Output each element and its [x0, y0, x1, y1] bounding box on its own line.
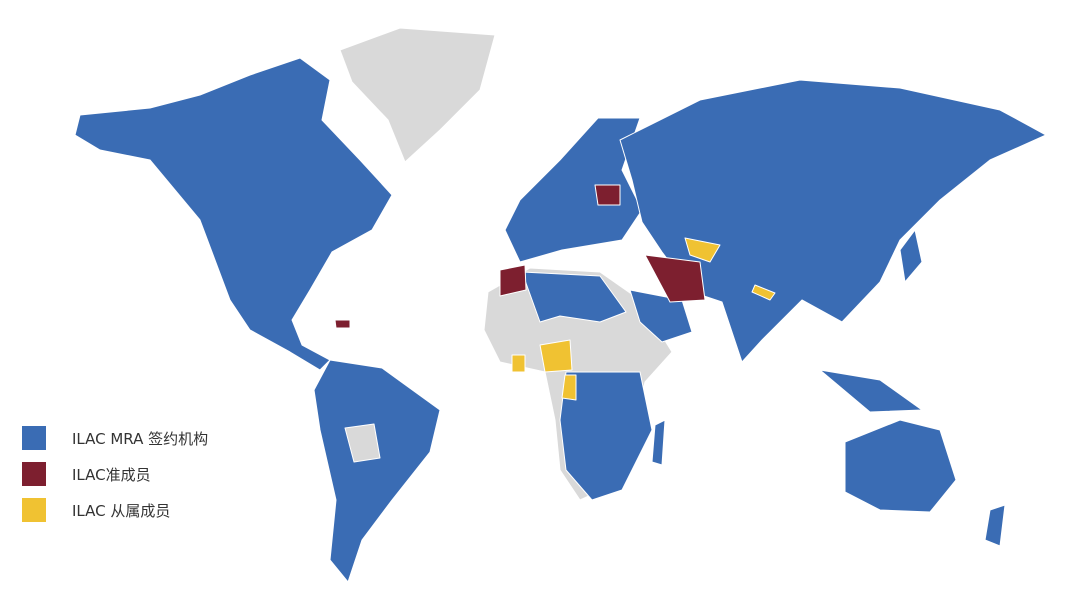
- region-madagascar: [651, 419, 666, 466]
- legend-label: ILAC MRA 签约机构: [72, 429, 209, 448]
- region-nepal: [751, 284, 776, 301]
- region-caribbean: [334, 319, 351, 329]
- region-nigeria: [539, 339, 573, 373]
- region-australia: [844, 419, 957, 513]
- legend-label: ILAC准成员: [72, 465, 151, 484]
- region-belarus: [594, 184, 621, 206]
- legend-item-associate: ILAC准成员: [22, 456, 208, 492]
- region-north-america: [74, 57, 393, 371]
- region-uzbekistan: [684, 237, 721, 263]
- region-new-zealand: [984, 504, 1006, 547]
- region-japan: [899, 229, 923, 283]
- region-greenland: [339, 27, 496, 163]
- legend-swatch-maroon: [22, 462, 46, 486]
- legend-swatch-blue: [22, 426, 46, 450]
- region-south-america: [313, 359, 441, 583]
- region-north-africa: [521, 271, 627, 323]
- region-cameroon: [561, 374, 577, 401]
- region-southeast-asia-islands: [819, 369, 923, 413]
- region-morocco: [499, 264, 527, 297]
- region-southern-africa: [559, 371, 653, 501]
- region-bolivia: [344, 423, 381, 463]
- legend-label: ILAC 从属成员: [72, 501, 171, 520]
- legend-swatch-yellow: [22, 498, 46, 522]
- region-iran: [644, 254, 706, 303]
- legend-item-affiliate: ILAC 从属成员: [22, 492, 208, 528]
- map-legend: ILAC MRA 签约机构 ILAC准成员 ILAC 从属成员: [22, 420, 208, 528]
- legend-item-signatory: ILAC MRA 签约机构: [22, 420, 208, 456]
- region-ghana: [511, 354, 526, 373]
